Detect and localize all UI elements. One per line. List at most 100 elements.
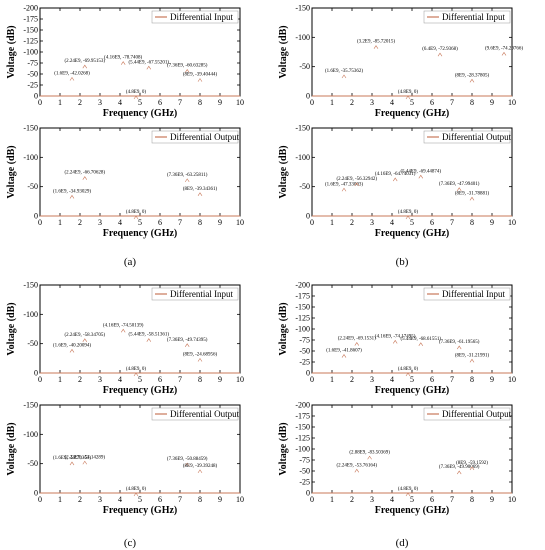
peak-annotation: (8E9, -39.39248) [183, 464, 218, 469]
panel-label: (c) [124, 537, 137, 549]
peak-annotation: (5.44E9, -69.44874) [401, 169, 442, 174]
x-tick-label: 1 [58, 495, 62, 504]
peak-annotation: (4.8E9, 0) [398, 487, 418, 492]
x-tick-label: 5 [138, 98, 142, 107]
x-tick-label: 8 [198, 375, 202, 384]
peak-annotation: (1.6E9, -42.0268) [54, 72, 90, 77]
peak-marker [197, 192, 203, 196]
peak-marker [392, 177, 398, 182]
peak-annotation: (7.36E9, -49.90069) [439, 465, 480, 470]
peak-annotation: (7.36E9, -60.63285) [167, 64, 208, 69]
y-tick-label: -50 [299, 347, 310, 356]
peak-annotation: (6.4E9, -72.9368) [422, 47, 458, 52]
x-tick-label: 6 [158, 98, 162, 107]
peak-annotation: (1.6E9, -40.20094) [53, 343, 91, 348]
x-tick-label: 3 [370, 495, 374, 504]
legend-label: Differential Input [442, 12, 506, 22]
x-tick-label: 4 [118, 98, 122, 107]
x-tick-label: 9 [218, 375, 222, 384]
x-axis-label: Frequency (GHz) [103, 228, 178, 239]
peak-annotation: (8E9, -59.1592) [456, 461, 488, 466]
peak-marker [197, 78, 203, 82]
legend-label: Differential Input [170, 12, 234, 22]
x-tick-label: 4 [390, 495, 394, 504]
peak-annotation: (1.6E9, -52.70353) [53, 456, 91, 461]
peak-annotation: (4.16E9, -74.17495) [375, 334, 416, 339]
x-tick-label: 10 [508, 98, 516, 107]
x-tick-label: 0 [38, 98, 42, 107]
y-tick-label: -150 [23, 124, 38, 133]
x-tick-label: 7 [450, 495, 454, 504]
peak-annotation: (1.6E9, -34.93029) [53, 189, 91, 194]
x-tick-label: 8 [470, 98, 474, 107]
x-tick-label: 1 [58, 218, 62, 227]
y-tick-label: -75 [27, 59, 38, 68]
y-tick-label: -175 [23, 15, 38, 24]
x-tick-label: 2 [78, 495, 82, 504]
peak-marker [418, 342, 424, 346]
peak-annotation: (7.36E9, -61.19565) [439, 340, 480, 345]
y-tick-label: -50 [27, 459, 38, 468]
peak-annotation: (7.36E9, -49.74395) [167, 338, 208, 343]
x-tick-label: 10 [508, 375, 516, 384]
x-axis-label: Frequency (GHz) [103, 505, 178, 516]
x-tick-label: 3 [98, 218, 102, 227]
y-tick-label: -100 [23, 153, 38, 162]
peak-annotation: (2.24E9, -53.76164) [337, 463, 378, 468]
x-tick-label: 2 [78, 98, 82, 107]
x-tick-label: 3 [98, 375, 102, 384]
y-axis-label: Voltage (dB) [278, 25, 289, 78]
x-tick-label: 4 [390, 98, 394, 107]
legend-label: Differential Input [442, 289, 506, 299]
peak-marker [197, 469, 203, 474]
peak-marker [469, 466, 475, 471]
legend-box [423, 130, 511, 144]
y-tick-label: 0 [34, 489, 38, 498]
peak-annotation: (8E9, -39.34361) [183, 187, 218, 192]
peak-marker [82, 64, 88, 69]
peak-annotation: (4.8E9, 0) [398, 90, 418, 95]
peak-annotation: (8E9, -39.40444) [183, 73, 218, 78]
y-axis-label: Voltage (dB) [6, 145, 17, 198]
legend-label: Differential Output [442, 132, 512, 142]
peak-marker [405, 215, 411, 220]
x-tick-label: 6 [430, 98, 434, 107]
x-axis-label: Frequency (GHz) [375, 108, 450, 119]
legend-box [423, 407, 511, 421]
peak-marker [120, 61, 126, 65]
peak-marker [82, 176, 88, 180]
x-tick-label: 1 [330, 495, 334, 504]
peak-annotation: (4.8E9, 0) [126, 367, 146, 372]
y-tick-label: -25 [299, 358, 310, 367]
x-tick-label: 3 [98, 495, 102, 504]
peak-marker [456, 187, 462, 192]
x-tick-label: 10 [236, 495, 244, 504]
x-tick-label: 0 [310, 218, 314, 227]
chart-8: 0 1 2 3 4 5 6 7 8 9 100-25-50-75-100-125-150-175-2… [278, 401, 516, 517]
peak-annotation: (4.8E9, 0) [126, 487, 146, 492]
y-tick-label: -125 [23, 37, 38, 46]
x-tick-label: 7 [450, 375, 454, 384]
panel-label: (d) [396, 537, 409, 549]
y-tick-label: -175 [295, 412, 310, 421]
peak-annotation: (3.2E9, -85.72015) [357, 40, 395, 45]
x-tick-label: 9 [218, 98, 222, 107]
x-tick-label: 0 [310, 375, 314, 384]
y-tick-label: -75 [299, 456, 310, 465]
peak-marker [146, 65, 152, 70]
x-tick-label: 9 [490, 98, 494, 107]
peak-marker [456, 470, 462, 475]
y-tick-label: -150 [295, 4, 310, 13]
peak-annotation: (2.24E9, -69.1531) [338, 337, 376, 342]
x-tick-label: 7 [178, 495, 182, 504]
peak-marker [437, 52, 443, 57]
chart-4: 0 1 2 3 4 5 6 7 8 9 10 0 -50 -100 -150 Frequency (GHz) V… [278, 124, 516, 240]
x-tick-label: 8 [198, 98, 202, 107]
legend-label: Differential Output [170, 409, 240, 419]
x-tick-label: 1 [58, 375, 62, 384]
peak-marker [405, 492, 411, 497]
y-tick-label: -150 [295, 423, 310, 432]
y-tick-label: 0 [34, 369, 38, 378]
peak-annotation: (5.44E9, -67.55201) [129, 60, 170, 65]
y-tick-label: 0 [306, 489, 310, 498]
